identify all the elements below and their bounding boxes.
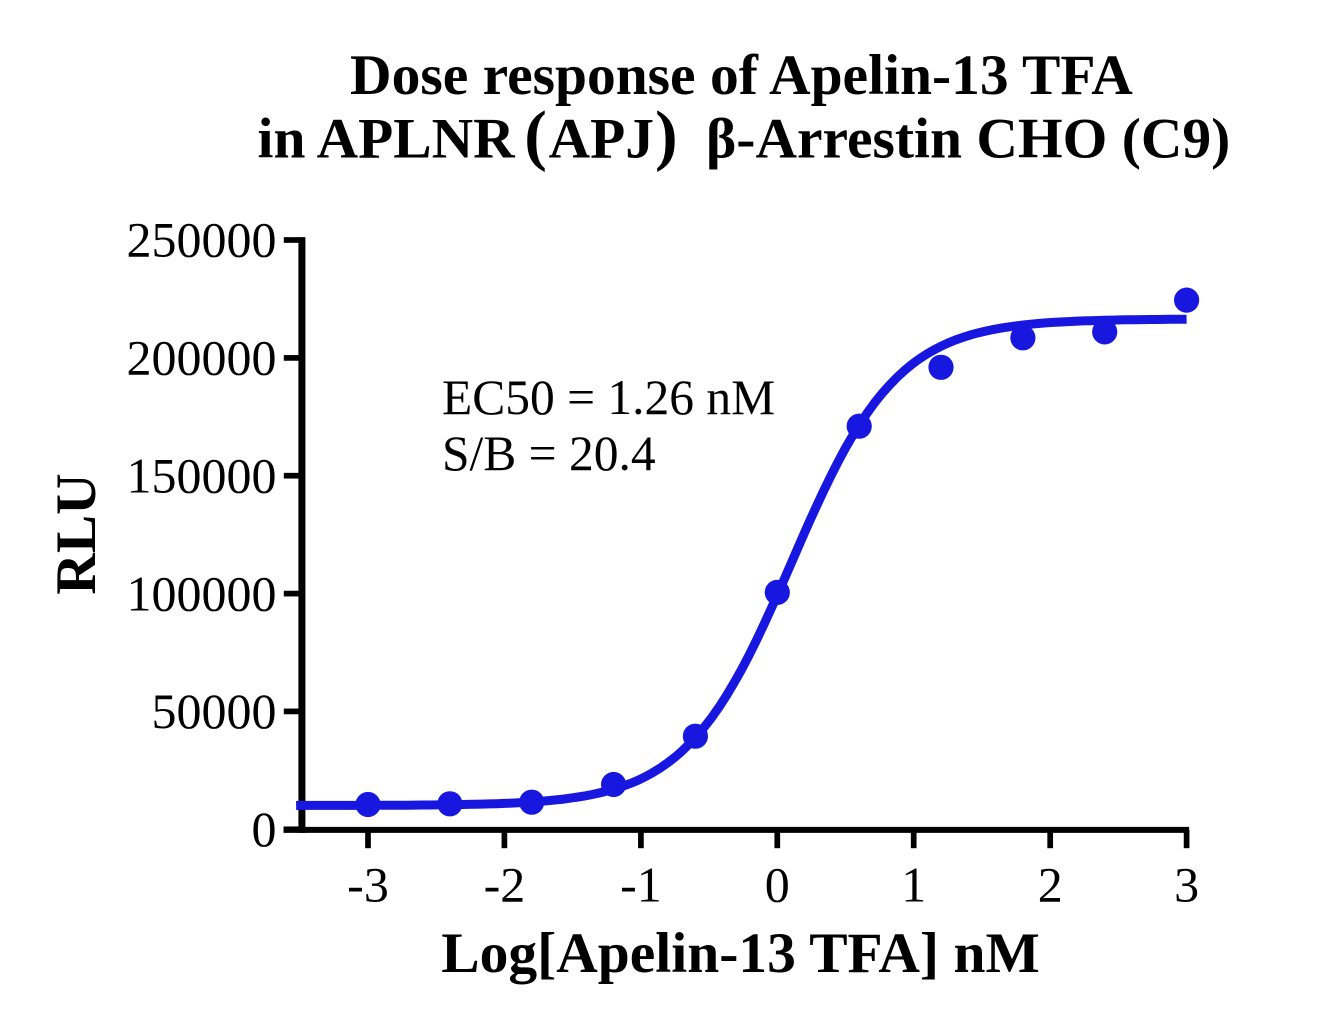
- svg-text:0: 0: [252, 801, 277, 857]
- svg-text:150000: 150000: [127, 447, 277, 503]
- svg-text:100000: 100000: [127, 565, 277, 621]
- svg-text:RLU: RLU: [45, 473, 108, 594]
- svg-text:-3: -3: [347, 856, 389, 912]
- svg-text:250000: 250000: [127, 212, 277, 268]
- svg-text:0: 0: [765, 856, 790, 912]
- svg-text:in APLNR(APJ) β-Arrestin CHO (: in APLNR (APJ) β-Arrestin CHO (C9): [258, 97, 1231, 173]
- svg-text:1: 1: [901, 856, 926, 912]
- svg-text:50000: 50000: [152, 683, 277, 739]
- svg-text:S/B = 20.4: S/B = 20.4: [442, 426, 656, 481]
- svg-text:EC50 = 1.26 nM: EC50 = 1.26 nM: [442, 370, 775, 425]
- svg-text:Log[Apelin-13 TFA] nM: Log[Apelin-13 TFA] nM: [441, 922, 1039, 985]
- svg-text:-1: -1: [620, 856, 662, 912]
- svg-text:200000: 200000: [127, 330, 277, 386]
- svg-text:3: 3: [1174, 856, 1199, 912]
- svg-text:-2: -2: [484, 856, 526, 912]
- svg-text:Dose response of Apelin-13 TFA: Dose response of Apelin-13 TFA: [350, 44, 1133, 107]
- svg-text:2: 2: [1038, 856, 1063, 912]
